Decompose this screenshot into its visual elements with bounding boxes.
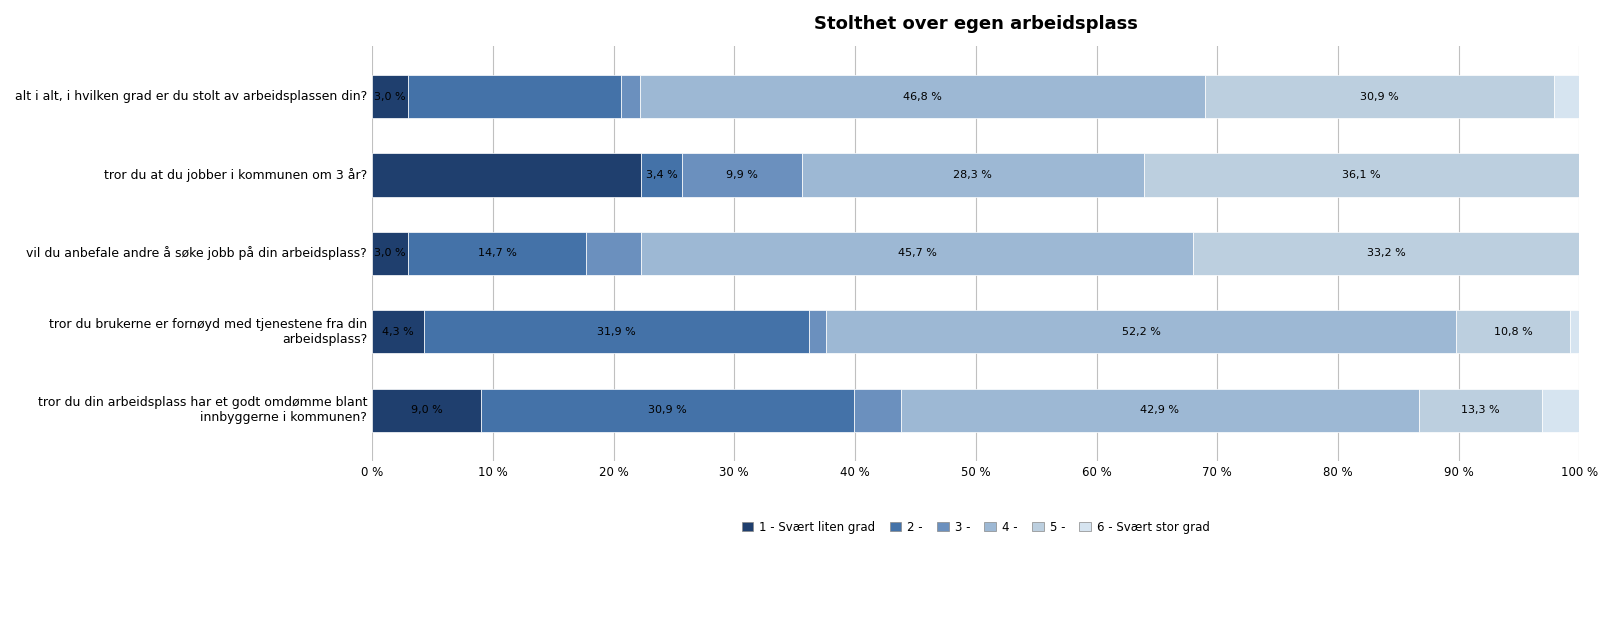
Bar	[481, 389, 853, 432]
Bar	[1569, 310, 1579, 353]
Text: 30,9 %: 30,9 %	[648, 405, 687, 415]
Text: 28,3 %: 28,3 %	[953, 170, 992, 180]
Bar	[424, 310, 810, 353]
Text: 45,7 %: 45,7 %	[898, 248, 937, 258]
Text: 3,0 %: 3,0 %	[374, 248, 406, 258]
Bar	[1457, 310, 1569, 353]
Bar	[1144, 154, 1579, 197]
Bar	[826, 310, 1457, 353]
Title: Stolthet over egen arbeidsplass: Stolthet over egen arbeidsplass	[815, 15, 1137, 33]
Text: 3,0 %: 3,0 %	[374, 91, 406, 101]
Text: 10,8 %: 10,8 %	[1494, 327, 1532, 337]
Bar	[408, 232, 586, 275]
Text: 36,1 %: 36,1 %	[1342, 170, 1381, 180]
Bar	[408, 75, 621, 118]
Bar	[373, 232, 408, 275]
Bar	[373, 389, 481, 432]
Text: 33,2 %: 33,2 %	[1366, 248, 1405, 258]
Text: 30,9 %: 30,9 %	[1360, 91, 1398, 101]
Bar	[373, 75, 408, 118]
Bar	[802, 154, 1144, 197]
Text: 31,9 %: 31,9 %	[597, 327, 636, 337]
Bar	[642, 232, 1194, 275]
Bar	[1205, 75, 1553, 118]
Text: 9,0 %: 9,0 %	[411, 405, 442, 415]
Bar	[1419, 389, 1542, 432]
Text: 4,3 %: 4,3 %	[382, 327, 415, 337]
Bar	[373, 310, 424, 353]
Text: 52,2 %: 52,2 %	[1121, 327, 1161, 337]
Bar	[1194, 232, 1579, 275]
Text: 9,9 %: 9,9 %	[726, 170, 758, 180]
Bar	[642, 154, 682, 197]
Text: 14,7 %: 14,7 %	[477, 248, 516, 258]
Text: 3,4 %: 3,4 %	[645, 170, 677, 180]
Bar	[373, 154, 642, 197]
Legend: 1 - Svært liten grad, 2 -, 3 -, 4 -, 5 -, 6 - Svært stor grad: 1 - Svært liten grad, 2 -, 3 -, 4 -, 5 -…	[737, 516, 1215, 538]
Bar	[1542, 389, 1579, 432]
Bar	[1553, 75, 1579, 118]
Bar	[853, 389, 902, 432]
Bar	[810, 310, 826, 353]
Text: 13,3 %: 13,3 %	[1461, 405, 1500, 415]
Bar	[586, 232, 642, 275]
Text: 42,9 %: 42,9 %	[1140, 405, 1179, 415]
Bar	[902, 389, 1419, 432]
Text: 46,8 %: 46,8 %	[903, 91, 942, 101]
Bar	[621, 75, 640, 118]
Bar	[640, 75, 1205, 118]
Bar	[682, 154, 802, 197]
